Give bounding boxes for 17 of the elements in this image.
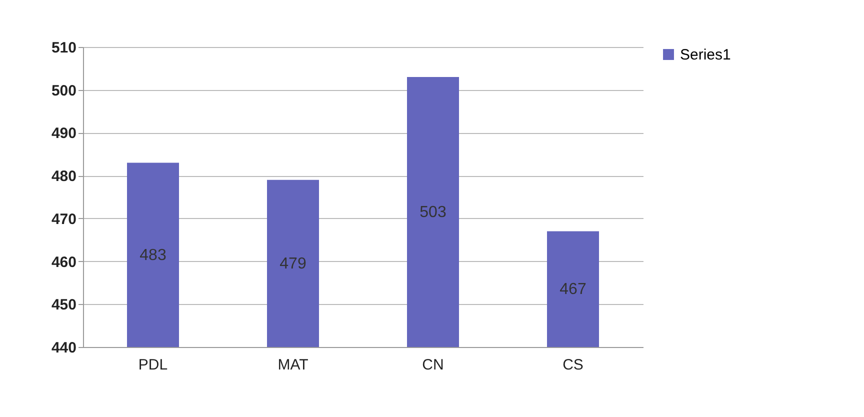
data-label: 483 [140,246,166,264]
y-tick-label: 450 [51,296,76,314]
y-tick-label: 470 [51,210,76,228]
x-tick-label: CS [562,356,584,374]
y-tick-label: 440 [51,340,76,356]
y-tick-label: 480 [51,168,76,186]
legend-label: Series1 [680,46,731,64]
x-tick-label: MAT [278,356,308,374]
y-tick-label: 460 [51,254,76,271]
x-tick-label: CN [422,356,444,374]
x-tick-label: PDL [138,356,168,374]
y-tick-label: 500 [51,82,76,100]
data-label: 503 [420,204,446,221]
data-label: 479 [280,255,306,272]
y-tick-label: 490 [51,125,76,142]
y-tick-label: 510 [51,40,76,56]
data-label: 467 [560,281,586,298]
